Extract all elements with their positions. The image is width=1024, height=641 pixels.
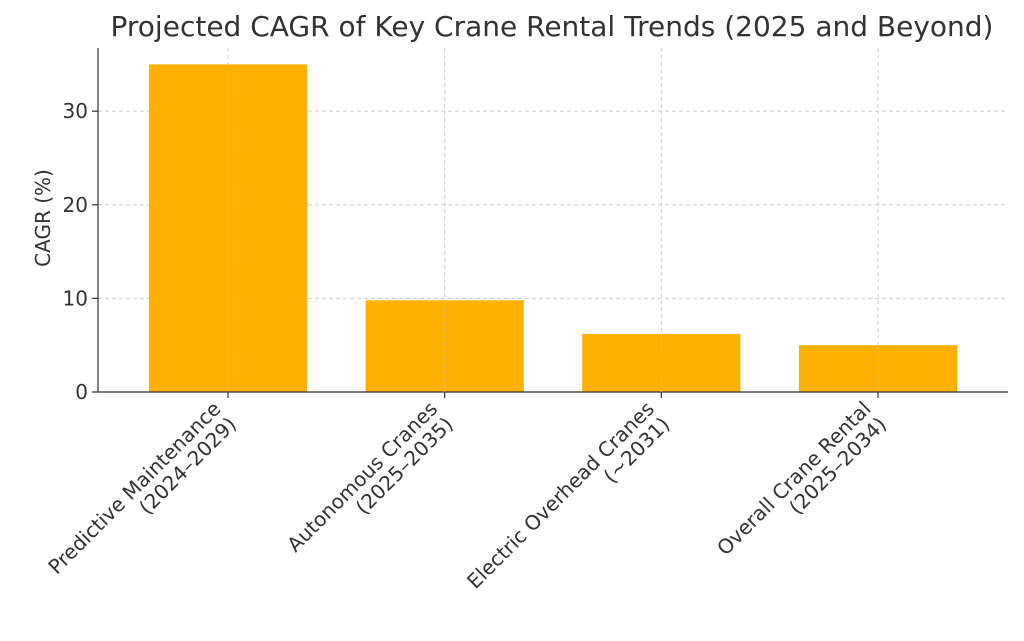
x-tick-label: Electric Overhead Cranes(~2031): [462, 397, 674, 609]
x-tick-label-line: Predictive Maintenance: [43, 397, 225, 579]
x-tick-label: Autonomous Cranes(2025–2035): [282, 397, 458, 573]
x-tick-label-line: Electric Overhead Cranes: [462, 397, 659, 594]
chart-title: Projected CAGR of Key Crane Rental Trend…: [111, 10, 994, 43]
y-tick-label: 0: [75, 380, 88, 404]
y-axis-label: CAGR (%): [31, 169, 55, 267]
axes: [92, 48, 1008, 398]
x-tick-label: Overall Crane Rental(2025–2034): [712, 397, 891, 576]
y-tick-label: 20: [63, 193, 88, 217]
x-tick-label-line: Overall Crane Rental: [712, 397, 876, 561]
x-tick-label: Predictive Maintenance(2024–2029): [43, 397, 241, 595]
bars: [148, 64, 958, 392]
y-tick-label: 10: [63, 286, 88, 310]
x-tick-label-line: Autonomous Cranes: [282, 397, 442, 557]
y-tick-label: 30: [63, 99, 88, 123]
